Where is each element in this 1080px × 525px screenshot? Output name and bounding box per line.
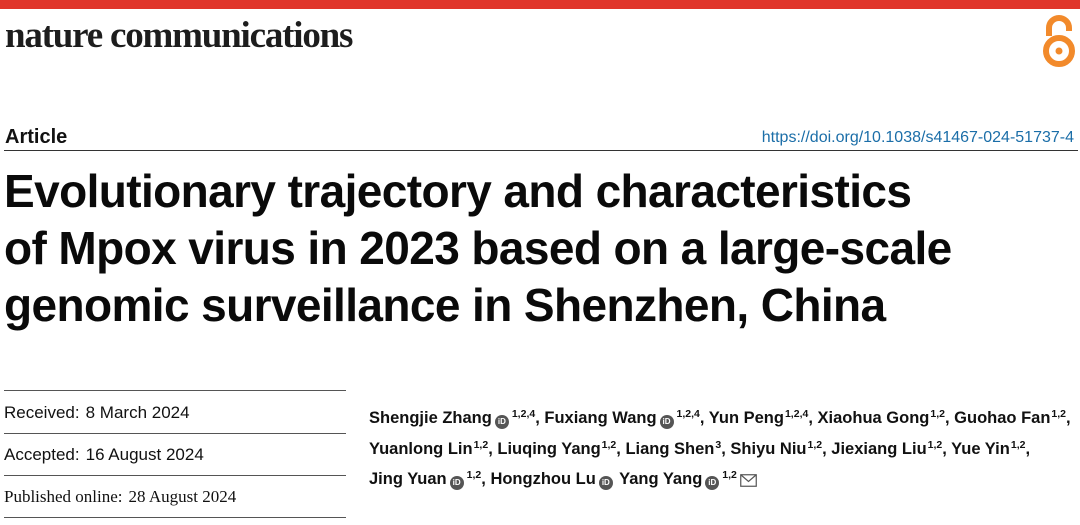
article-title: Evolutionary trajectory and characterist…: [4, 163, 1078, 334]
author-name[interactable]: Shiyu Niu1,2,: [730, 438, 827, 458]
affiliation-superscript: 1,2: [601, 438, 617, 451]
orcid-icon[interactable]: iD: [705, 476, 720, 490]
title-line: genomic surveillance in Shenzhen, China: [4, 279, 886, 331]
author-name[interactable]: Yun Peng1,2,4,: [708, 408, 813, 427]
received-date: Received: 8 March 2024: [4, 392, 346, 434]
orcid-icon[interactable]: iD: [659, 415, 674, 429]
author-list: Shengjie Zhang iD1,2,4, Fuxiang Wang iD1,2…: [369, 401, 1075, 493]
title-line: of Mpox virus in 2023 based on a large-s…: [4, 222, 952, 274]
orcid-icon[interactable]: iD: [598, 476, 613, 490]
dates-top-divider: [4, 390, 346, 391]
open-access-icon: [1043, 15, 1075, 67]
orcid-icon[interactable]: iD: [449, 476, 464, 490]
published-date: Published online: 28 August 2024: [4, 476, 346, 518]
affiliation-superscript: 1,2: [1051, 408, 1067, 420]
author-name[interactable]: Liang Shen3,: [625, 438, 726, 458]
affiliation-superscript: 1,2: [927, 438, 943, 451]
author-name[interactable]: Liuqing Yang1,2,: [497, 438, 621, 458]
affiliation-superscript: 3: [715, 438, 722, 451]
affiliation-superscript: 1,2,4: [784, 408, 809, 420]
author-name[interactable]: Jiexiang Liu1,2,: [831, 438, 947, 458]
author-name[interactable]: Yang Yang iD1,2: [619, 469, 757, 490]
orcid-icon[interactable]: iD: [494, 415, 509, 429]
title-line: Evolutionary trajectory and characterist…: [4, 165, 912, 217]
journal-accent-bar: [0, 0, 1080, 9]
affiliation-superscript: 1,2,4: [676, 408, 700, 420]
author-name[interactable]: Guohao Fan1,2,: [954, 408, 1071, 427]
accepted-date: Accepted: 16 August 2024: [4, 434, 346, 476]
author-name[interactable]: Yue Yin1,2,: [951, 438, 1031, 458]
author-name[interactable]: Yuanlong Lin1,2,: [369, 438, 493, 458]
author-name[interactable]: Fuxiang Wang iD1,2,4,: [544, 408, 705, 429]
affiliation-superscript: 1,2,4: [511, 408, 536, 420]
affiliation-superscript: 1,2: [473, 438, 489, 451]
publication-dates: Received: 8 March 2024 Accepted: 16 Augu…: [4, 392, 346, 518]
email-icon[interactable]: [740, 474, 757, 487]
affiliation-superscript: 1,2: [1010, 438, 1026, 451]
affiliation-superscript: 1,2: [807, 438, 823, 451]
doi-link[interactable]: https://doi.org/10.1038/s41467-024-51737…: [761, 129, 1074, 146]
affiliation-superscript: 1,2: [466, 469, 482, 481]
header-divider: [4, 150, 1078, 151]
author-name[interactable]: Hongzhou Lu iD: [490, 470, 614, 490]
author-name[interactable]: Xiaohua Gong1,2,: [817, 408, 950, 427]
author-name[interactable]: Jing Yuan iD1,2,: [369, 469, 486, 490]
author-name[interactable]: Shengjie Zhang iD1,2,4,: [369, 408, 540, 429]
affiliation-superscript: 1,2: [930, 408, 945, 420]
affiliation-superscript: 1,2: [722, 469, 737, 481]
article-type-label: Article: [5, 126, 68, 148]
journal-name[interactable]: nature communications: [5, 15, 353, 56]
